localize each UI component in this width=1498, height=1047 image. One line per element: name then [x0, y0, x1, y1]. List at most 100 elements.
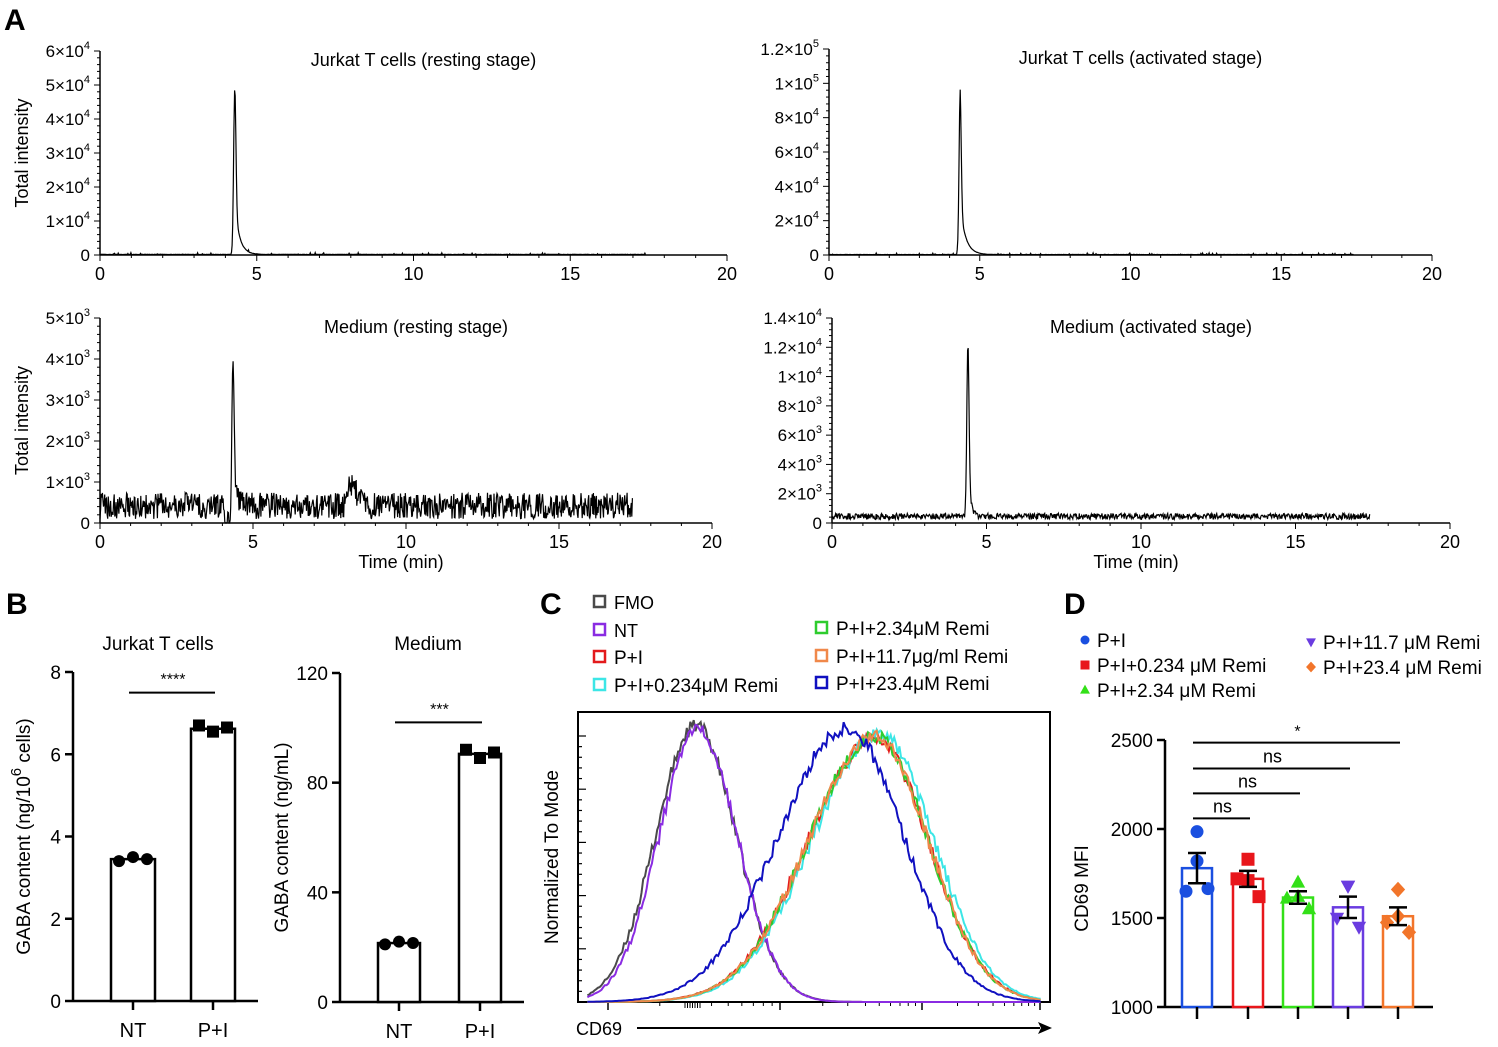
- legend-marker: [1080, 684, 1090, 694]
- y-tick-exponent: 3: [816, 395, 822, 407]
- y-tick-label: 1500: [1111, 909, 1153, 930]
- y-tick-base: 8×10: [778, 397, 816, 416]
- x-tick-label: NT: [386, 1021, 413, 1043]
- y-tick-base: 0: [810, 246, 819, 265]
- legend-swatch: [814, 675, 829, 690]
- y-tick-label: 2500: [1111, 731, 1153, 752]
- y-tick-label: 2: [50, 910, 61, 931]
- x-tick-label: 15: [1271, 264, 1291, 284]
- x-tick-label: 20: [717, 264, 737, 284]
- x-tick-label: 15: [560, 264, 580, 284]
- legend-label: P+I+2.34 μM Remi: [1097, 681, 1256, 702]
- y-tick-label: 1000: [1111, 998, 1153, 1019]
- data-point: [1201, 882, 1215, 896]
- y-tick-label: 6×103: [778, 424, 822, 445]
- y-tick-label: 0: [813, 514, 822, 533]
- significance-label: ***: [430, 701, 449, 718]
- data-point: [1252, 890, 1266, 904]
- data-point: [1290, 874, 1306, 888]
- y-tick-base: 6×10: [778, 426, 816, 445]
- y-tick-base: 1×10: [46, 473, 84, 492]
- y-axis-label-superscript: 6: [8, 768, 25, 776]
- x-tick-label: 15: [1285, 532, 1305, 552]
- data-point: [474, 751, 486, 764]
- x-tick-label: 15: [549, 532, 569, 552]
- chart-title: Medium (resting stage): [324, 317, 508, 337]
- data-point: [1340, 880, 1356, 894]
- y-tick-label: 1.2×104: [763, 336, 822, 357]
- y-tick-label: 1×103: [46, 471, 90, 492]
- y-tick-label: 2×103: [46, 430, 90, 451]
- x-tick-label: 5: [975, 264, 985, 284]
- y-axis-label: CD69 MFI: [1072, 845, 1093, 932]
- data-point: [193, 719, 205, 732]
- legend-marker: [1080, 660, 1090, 670]
- y-tick-base: 1.2×10: [763, 338, 815, 357]
- histogram-p-i-2-34-m-remi: [587, 729, 1041, 1003]
- y-tick-label: 1.4×104: [763, 307, 822, 328]
- y-tick-label: 6: [50, 745, 61, 766]
- y-tick-label: 0: [810, 246, 819, 265]
- y-tick-exponent: 4: [84, 40, 90, 52]
- y-tick-label: 0: [81, 246, 90, 265]
- y-tick-exponent: 4: [84, 176, 90, 188]
- panel-letter-c: C: [540, 588, 562, 621]
- y-tick-base: 8×10: [775, 109, 813, 128]
- y-tick-label: 4: [50, 828, 61, 849]
- bar-nt: [109, 857, 157, 1003]
- y-tick-label: 4×104: [46, 108, 90, 129]
- y-tick-base: 3×10: [46, 144, 84, 163]
- x-tick-label: 20: [1440, 532, 1460, 552]
- data-point: [1230, 872, 1244, 886]
- chromatogram-trace: [831, 347, 1371, 522]
- y-tick-label: 3×104: [46, 142, 90, 163]
- data-point: [393, 935, 405, 948]
- y-tick-base: 5×10: [46, 76, 84, 95]
- data-point: [1390, 881, 1406, 898]
- y-tick-label: 6×104: [775, 141, 819, 162]
- arrow-right-icon: [1038, 1022, 1052, 1034]
- y-tick-label: 2×103: [778, 483, 822, 504]
- y-tick-exponent: 3: [84, 430, 90, 442]
- data-point: [1301, 901, 1317, 915]
- y-tick-exponent: 4: [813, 107, 819, 119]
- y-tick-label: 8: [50, 663, 61, 684]
- y-tick-base: 1×10: [778, 368, 816, 387]
- chart-d: P+I P+I+0.234 μM Remi P+I+2.34 μM Remi P+I+…: [1072, 631, 1482, 1019]
- y-tick-label: 1×105: [775, 72, 819, 93]
- x-axis-label: Time (min): [1093, 552, 1178, 572]
- significance-label: ****: [161, 672, 186, 689]
- y-tick-label: 0: [50, 992, 61, 1013]
- data-point: [379, 938, 391, 951]
- legend-swatch: [592, 649, 607, 664]
- y-tick-base: 1.2×10: [760, 40, 812, 59]
- data-point: [1351, 921, 1367, 935]
- y-tick-exponent: 3: [84, 389, 90, 401]
- y-tick-label: 5×104: [46, 74, 90, 95]
- y-tick-base: 2×10: [46, 432, 84, 451]
- histogram-fmo: [586, 719, 1041, 1003]
- legend-label: P+I+11.7 μM Remi: [1323, 633, 1480, 654]
- data-point: [113, 855, 125, 868]
- panel-letter-a: A: [4, 4, 26, 37]
- y-tick-label: 1×104: [778, 366, 822, 387]
- chromatogram-trace: [99, 361, 633, 524]
- y-tick-base: 6×10: [46, 42, 84, 61]
- y-tick-base: 5×10: [46, 309, 84, 328]
- bar-p-i: [457, 752, 503, 1004]
- x-tick-label: 10: [396, 532, 416, 552]
- y-tick-exponent: 4: [816, 307, 822, 319]
- data-point: [460, 743, 472, 756]
- y-tick-exponent: 3: [84, 471, 90, 483]
- chart-title: Jurkat T cells (activated stage): [1019, 48, 1262, 68]
- chart-title: Medium: [394, 634, 462, 655]
- data-point: [1190, 825, 1204, 839]
- chart-a3: 0 5 10 15 2001×1032×1033×1034×1035×103Medium…: [12, 307, 722, 572]
- chromatogram-trace: [100, 90, 647, 256]
- y-tick-label: 0: [81, 514, 90, 533]
- chart-a1: 0 5 10 15 2001×1042×1043×1044×1045×1046×104J…: [12, 40, 737, 284]
- histogram-p-i: [587, 731, 1041, 1003]
- y-axis-label: GABA content (ng/mL): [272, 742, 293, 932]
- legend-label: P+I+0.234μM Remi: [614, 676, 778, 697]
